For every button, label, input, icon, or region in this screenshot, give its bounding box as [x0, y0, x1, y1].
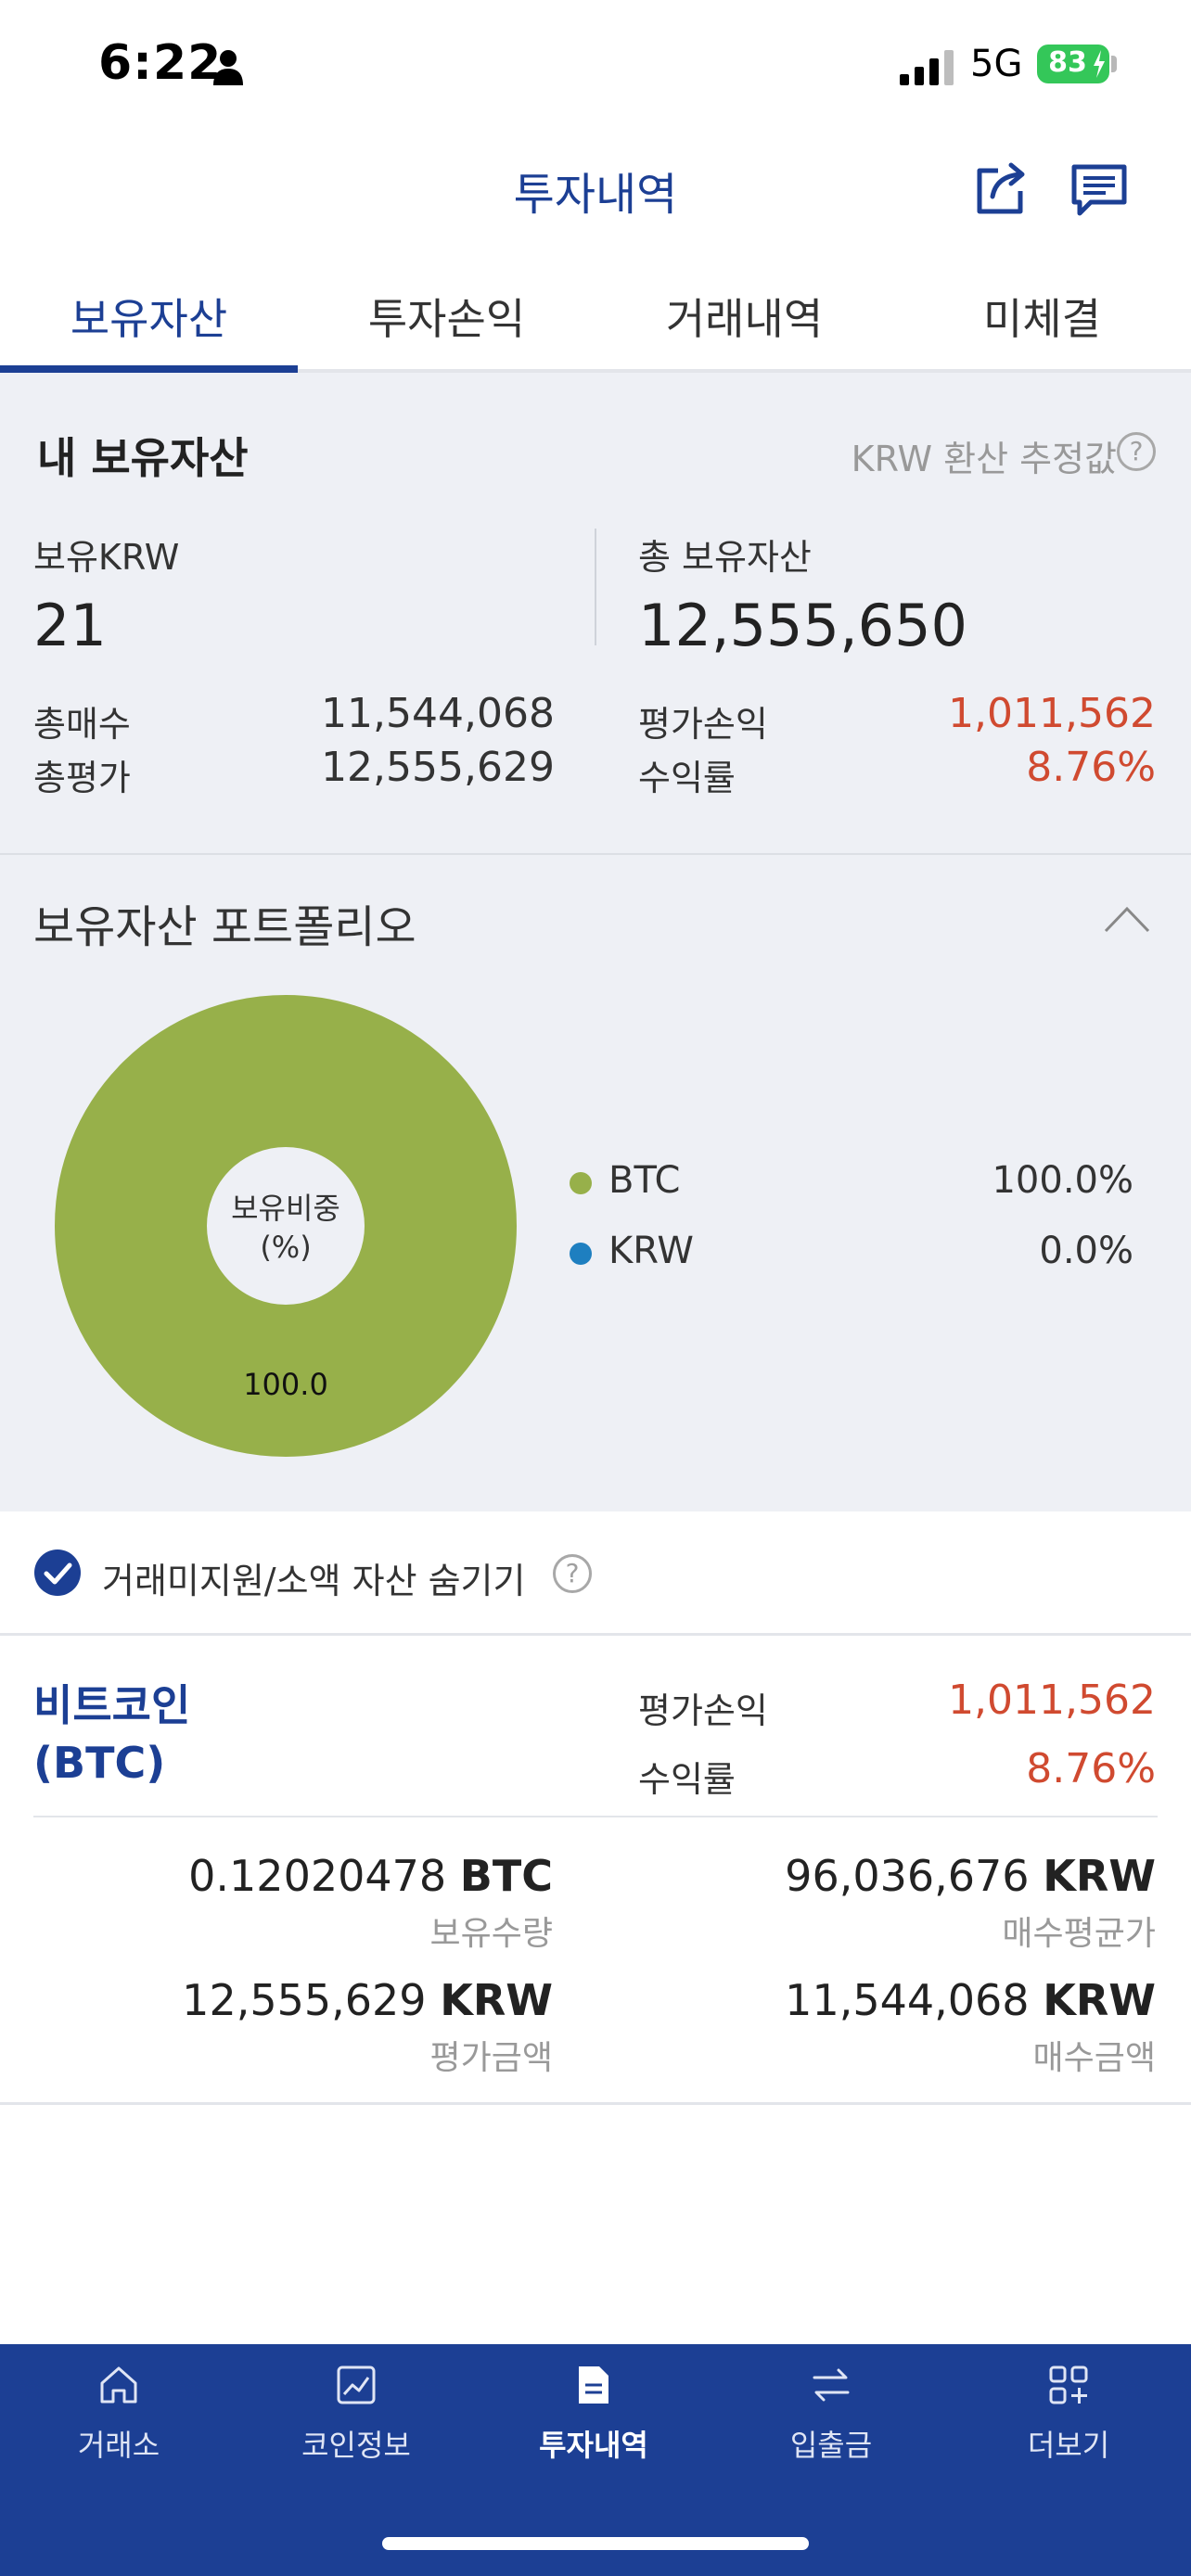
quantity-number: 0.12020478: [188, 1851, 447, 1901]
tab-unfilled[interactable]: 미체결: [983, 294, 1101, 344]
nav-label-more: 더보기: [1027, 2428, 1110, 2463]
hide-small-assets-row[interactable]: 거래미지원/소액 자산 숨기기 ?: [0, 1511, 1191, 1636]
asset-return-value: 8.76%: [1026, 1745, 1156, 1792]
legend-pct-btc: 100.0%: [992, 1159, 1133, 1202]
status-bar: 6:22 5G 83: [0, 0, 1191, 130]
legend-dot-btc: [570, 1172, 592, 1194]
asset-card-btc[interactable]: 비트코인 (BTC) 평가손익 1,011,562 수익률 8.76% 0.12…: [0, 1636, 1191, 2105]
asset-name-korean: 비트코인: [33, 1680, 191, 1730]
tab-holdings[interactable]: 보유자산: [70, 294, 228, 344]
nav-exchange[interactable]: 거래소: [0, 2363, 237, 2465]
checkbox-checked-icon[interactable]: [33, 1549, 82, 1597]
summary-title: 내 보유자산: [37, 433, 249, 483]
asset-divider: [33, 1816, 1158, 1817]
asset-pnl-label: 평가손익: [638, 1690, 768, 1731]
eval-amount-label: 평가금액: [429, 2039, 553, 2077]
total-eval-value: 12,555,629: [321, 744, 555, 791]
donut-slice-btc: [55, 995, 517, 1457]
holdings-summary: 내 보유자산 KRW 환산 추정값 ? 보유KRW 21 총 보유자산 12,5…: [0, 373, 1191, 855]
tab-bar: 보유자산 투자손익 거래내역 미체결: [0, 269, 1191, 373]
portfolio-donut-chart: [55, 995, 517, 1457]
pnl-value: 1,011,562: [948, 690, 1156, 737]
transfer-icon: [813, 2368, 850, 2402]
tab-profit-loss[interactable]: 투자손익: [367, 294, 526, 344]
signal-icon: [900, 50, 954, 85]
krw-label: 보유KRW: [33, 537, 180, 578]
donut-center-line2: (%): [260, 1230, 312, 1265]
total-assets-value: 12,555,650: [638, 592, 967, 659]
krw-estimate-note: KRW 환산 추정값: [851, 439, 1117, 479]
nav-label-exchange: 거래소: [77, 2428, 160, 2463]
nav-deposit-withdraw[interactable]: 입출금: [712, 2363, 950, 2465]
nav-label-deposit-withdraw: 입출금: [789, 2428, 873, 2463]
donut-center-label: 보유비중 (%): [193, 1189, 378, 1267]
help-icon[interactable]: ?: [553, 1554, 592, 1593]
asset-symbol: (BTC): [33, 1738, 166, 1788]
avg-price-label: 매수평균가: [1002, 1915, 1156, 1953]
eval-amount-number: 12,555,629: [182, 1975, 427, 2025]
eval-amount-unit: KRW: [440, 1975, 553, 2025]
nav-investments[interactable]: 투자내역: [475, 2363, 712, 2465]
quantity-unit: BTC: [459, 1851, 553, 1901]
donut-center-line1: 보유비중: [231, 1191, 340, 1226]
total-buy-value: 11,544,068: [321, 690, 555, 737]
total-buy-label: 총매수: [33, 704, 131, 745]
document-icon: [579, 2366, 608, 2404]
eval-amount-value: 12,555,629 KRW: [182, 1975, 553, 2025]
battery-nub: [1111, 56, 1117, 72]
page-title: 투자내역: [513, 169, 678, 221]
nav-label-investments: 투자내역: [539, 2428, 648, 2463]
network-label: 5G: [970, 43, 1023, 85]
nav-label-coin-info: 코인정보: [301, 2428, 411, 2463]
chevron-up-icon[interactable]: [1104, 905, 1150, 933]
donut-slice-label: 100.0: [243, 1367, 328, 1402]
legend-dot-krw: [570, 1243, 592, 1265]
share-icon[interactable]: [970, 158, 1031, 219]
buy-amount-number: 11,544,068: [785, 1975, 1030, 2025]
total-assets-label: 총 보유자산: [638, 537, 812, 578]
avg-price-unit: KRW: [1043, 1851, 1156, 1901]
portfolio-section: 보유자산 포트폴리오 보유비중 (%) 100.0 BTC 100.0% KRW…: [0, 855, 1191, 1511]
hide-small-assets-label[interactable]: 거래미지원/소액 자산 숨기기: [102, 1561, 526, 1601]
asset-pnl-value: 1,011,562: [948, 1677, 1156, 1724]
return-value: 8.76%: [1026, 744, 1156, 791]
asset-name: 비트코인 (BTC): [33, 1677, 190, 1792]
legend-name-krw: KRW: [608, 1230, 694, 1272]
battery-level: 83: [1048, 46, 1087, 79]
total-eval-label: 총평가: [33, 758, 131, 798]
summary-divider: [595, 529, 596, 645]
quantity-label: 보유수량: [429, 1915, 553, 1953]
chart-icon: [337, 2366, 376, 2404]
nav-coin-info[interactable]: 코인정보: [237, 2363, 475, 2465]
person-icon: [213, 50, 243, 85]
more-icon: [1049, 2366, 1088, 2404]
help-icon[interactable]: ?: [1117, 432, 1156, 471]
krw-value: 21: [33, 592, 107, 659]
home-indicator: [382, 2537, 809, 2550]
nav-more[interactable]: 더보기: [950, 2363, 1187, 2465]
buy-amount-value: 11,544,068 KRW: [785, 1975, 1156, 2025]
legend-name-btc: BTC: [608, 1159, 681, 1202]
charging-bolt-icon: [1094, 50, 1105, 78]
buy-amount-unit: KRW: [1043, 1975, 1156, 2025]
avg-price-number: 96,036,676: [785, 1851, 1030, 1901]
pnl-label: 평가손익: [638, 704, 768, 745]
home-icon: [100, 2366, 137, 2404]
buy-amount-label: 매수금액: [1032, 2039, 1156, 2077]
legend-pct-krw: 0.0%: [1039, 1230, 1133, 1272]
battery-icon: 83: [1037, 45, 1109, 83]
chat-icon[interactable]: [1069, 159, 1130, 221]
status-time: 6:22: [98, 35, 223, 91]
avg-price-value: 96,036,676 KRW: [785, 1851, 1156, 1901]
quantity-value: 0.12020478 BTC: [188, 1851, 553, 1901]
return-label: 수익률: [638, 758, 736, 798]
tab-transactions[interactable]: 거래내역: [665, 294, 824, 344]
active-tab-indicator: [0, 365, 298, 373]
asset-return-label: 수익률: [638, 1759, 736, 1800]
portfolio-title: 보유자산 포트폴리오: [33, 901, 416, 953]
